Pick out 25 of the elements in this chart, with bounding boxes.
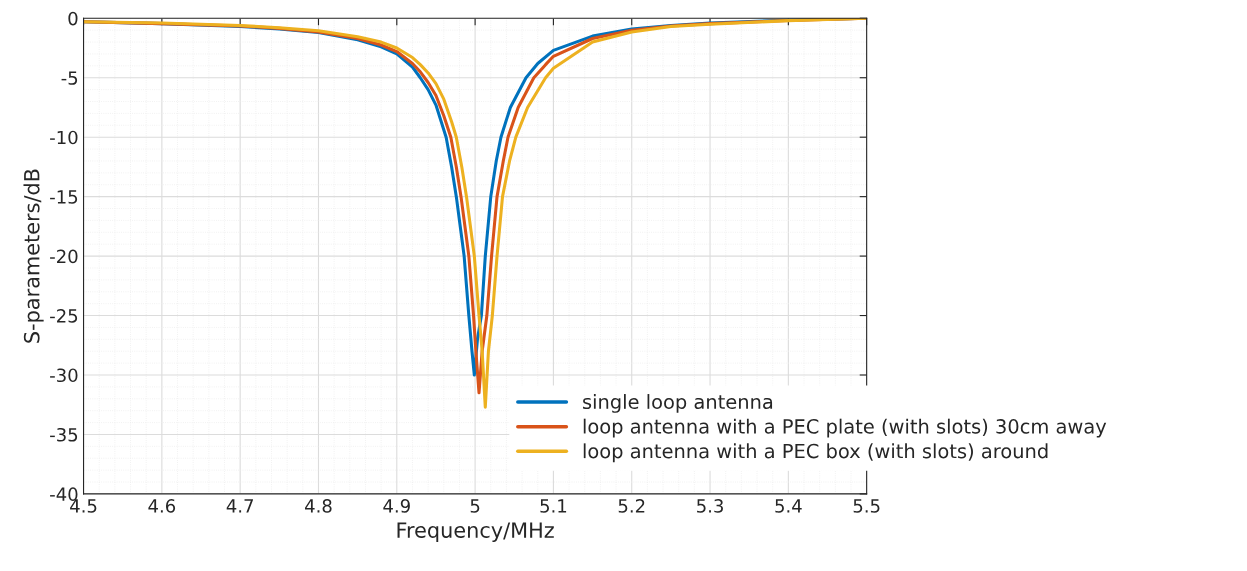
- y-tick-label: -25: [50, 309, 78, 323]
- x-tick-label: 4.5: [70, 499, 97, 513]
- x-tick-label: 5.1: [540, 499, 567, 513]
- y-tick-label: -5: [61, 71, 78, 85]
- y-tick-label: -35: [50, 427, 78, 442]
- x-tick-label: 4.9: [383, 499, 410, 513]
- x-axis-title: Frequency/MHz: [397, 522, 554, 542]
- x-tick-label: 5: [470, 499, 480, 513]
- x-tick-label: 5.5: [853, 499, 880, 513]
- y-tick-label: -40: [50, 487, 78, 502]
- y-axis-title: S-parameters/dB: [23, 169, 44, 343]
- y-tick-label: -30: [50, 368, 78, 383]
- y-tick-label: -10: [50, 130, 78, 145]
- x-tick-label: 5.4: [775, 499, 802, 513]
- x-tick-label: 4.7: [226, 499, 253, 513]
- x-tick-label: 5.3: [697, 499, 723, 513]
- x-tick-label: 4.8: [305, 499, 332, 513]
- legend-label: single loop antenna: [583, 394, 773, 413]
- x-tick-label: 5.2: [618, 499, 645, 513]
- y-tick-label: 0: [68, 11, 78, 26]
- y-tick-label: -20: [50, 249, 78, 264]
- x-tick-label: 4.6: [148, 499, 176, 513]
- y-tick-label: -15: [50, 190, 78, 204]
- legend-label: loop antenna with a PEC box (with slots) around: [583, 443, 1048, 463]
- legend-label: loop antenna with a PEC plate (with slots) 30cm away: [583, 418, 1107, 438]
